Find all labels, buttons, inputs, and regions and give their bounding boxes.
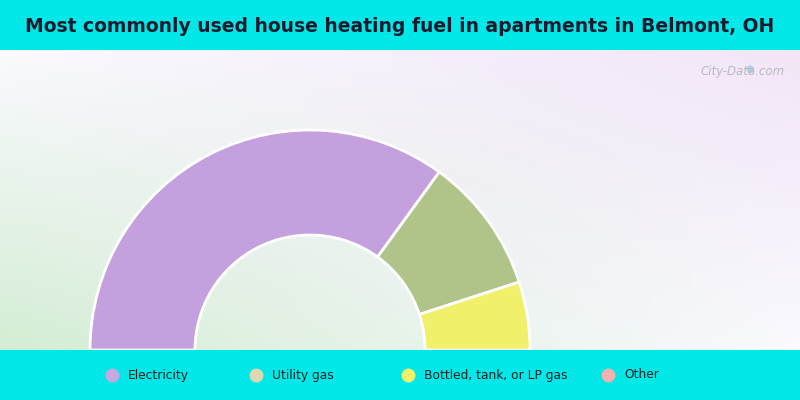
Wedge shape bbox=[419, 282, 530, 350]
Wedge shape bbox=[90, 130, 439, 350]
Text: Electricity: Electricity bbox=[128, 368, 189, 382]
Text: Utility gas: Utility gas bbox=[272, 368, 334, 382]
Text: ●: ● bbox=[745, 64, 754, 74]
Text: Other: Other bbox=[624, 368, 659, 382]
Wedge shape bbox=[378, 172, 519, 314]
Text: Bottled, tank, or LP gas: Bottled, tank, or LP gas bbox=[424, 368, 567, 382]
Text: City-Data.com: City-Data.com bbox=[701, 65, 785, 78]
Text: Most commonly used house heating fuel in apartments in Belmont, OH: Most commonly used house heating fuel in… bbox=[26, 16, 774, 36]
